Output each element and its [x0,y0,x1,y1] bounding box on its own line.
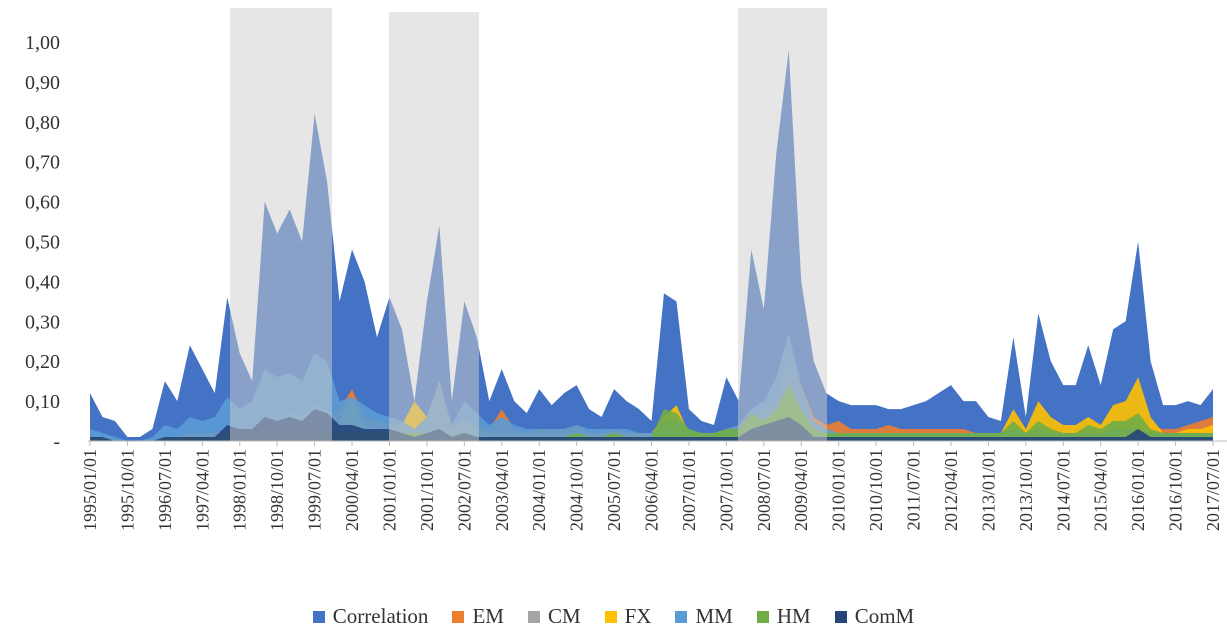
legend-label: FX [624,604,652,628]
legend-item: CM [527,604,581,629]
x-tick-label: 2001/10/01 [417,449,437,531]
legend-label: CM [547,604,581,628]
x-tick-label: 2003/04/01 [492,449,512,531]
area-series [90,49,1213,441]
x-tick-label: 2001/01/01 [379,449,399,531]
y-tick-label: 0,50 [25,231,60,253]
x-tick-label: 2014/07/01 [1053,449,1073,531]
axes: - 0,10 0,20 0,30 0,40 0,50 0,60 0,70 0,80 0,90 1,0… [25,32,1227,531]
legend-swatch [527,610,540,623]
y-tick-label: 0,70 [25,152,60,174]
x-tick-label: 2000/04/01 [342,449,362,531]
x-tick-label: 2013/10/01 [1016,449,1036,531]
y-tick-label: 0,90 [25,72,60,94]
x-tick-label: 1995/10/01 [117,449,137,531]
x-tick-label: 1996/07/01 [155,449,175,531]
area-series [90,333,1213,441]
x-tick-label: 2007/10/01 [716,449,736,531]
legend-swatch [834,610,847,623]
x-tick-label: 1995/01/01 [80,449,100,531]
x-tick-label: 2012/04/01 [941,449,961,531]
legend-item: FX [604,604,652,629]
x-tick-label: 2010/01/01 [829,449,849,531]
legend: Correlation EM CM FX MM HM ComM [0,604,1227,629]
shaded-band [389,12,479,441]
area-series [90,385,1213,441]
legend-swatch [675,610,688,623]
x-tick-label: 2006/04/01 [642,449,662,531]
legend-swatch [756,610,769,623]
x-tick-label: 1999/07/01 [305,449,325,531]
x-tick-label: 2007/01/01 [679,449,699,531]
shaded-band [738,8,827,441]
y-tick-label: 0,20 [25,351,60,373]
x-tick-label: 1998/10/01 [267,449,287,531]
plot-area [90,49,1213,441]
legend-label: EM [472,604,504,628]
x-tick-label: 2004/10/01 [567,449,587,531]
legend-item: MM [675,604,733,629]
legend-item: ComM [834,604,915,629]
y-tick-label: - [53,431,60,453]
y-tick-label: 0,10 [25,391,60,413]
area-series [90,409,1213,441]
x-tick-label: 2013/01/01 [978,449,998,531]
x-tick-label: 2016/01/01 [1128,449,1148,531]
legend-swatch [452,610,465,623]
x-tick-label: 2016/10/01 [1166,449,1186,531]
legend-label: Correlation [332,604,429,628]
x-tick-label: 2015/04/01 [1091,449,1111,531]
legend-item: EM [452,604,504,629]
shaded-periods [230,8,827,441]
x-tick-label: 1997/04/01 [192,449,212,531]
legend-item: Correlation [312,604,429,629]
x-tick-label: 2017/07/01 [1203,449,1223,531]
x-tick-label: 2009/04/01 [791,449,811,531]
x-tick-label: 1998/01/01 [230,449,250,531]
shaded-band [230,8,332,441]
x-tick-label: 2005/07/01 [604,449,624,531]
legend-label: MM [695,604,733,628]
chart: - 0,10 0,20 0,30 0,40 0,50 0,60 0,70 0,80 0,90 1,0… [25,8,1227,531]
legend-swatch [312,610,325,623]
y-tick-label: 0,60 [25,192,60,214]
x-tick-label: 2011/07/01 [904,449,924,530]
legend-label: HM [776,604,811,628]
x-tick-label: 2008/07/01 [754,449,774,531]
y-tick-label: 0,40 [25,271,60,293]
legend-item: HM [756,604,811,629]
y-tick-label: 1,00 [25,32,60,54]
y-tick-label: 0,80 [25,112,60,134]
x-tick-label: 2002/07/01 [454,449,474,531]
y-tick-label: 0,30 [25,311,60,333]
legend-label: ComM [854,604,915,628]
x-tick-label: 2004/01/01 [529,449,549,531]
legend-swatch [604,610,617,623]
x-tick-label: 2010/10/01 [866,449,886,531]
